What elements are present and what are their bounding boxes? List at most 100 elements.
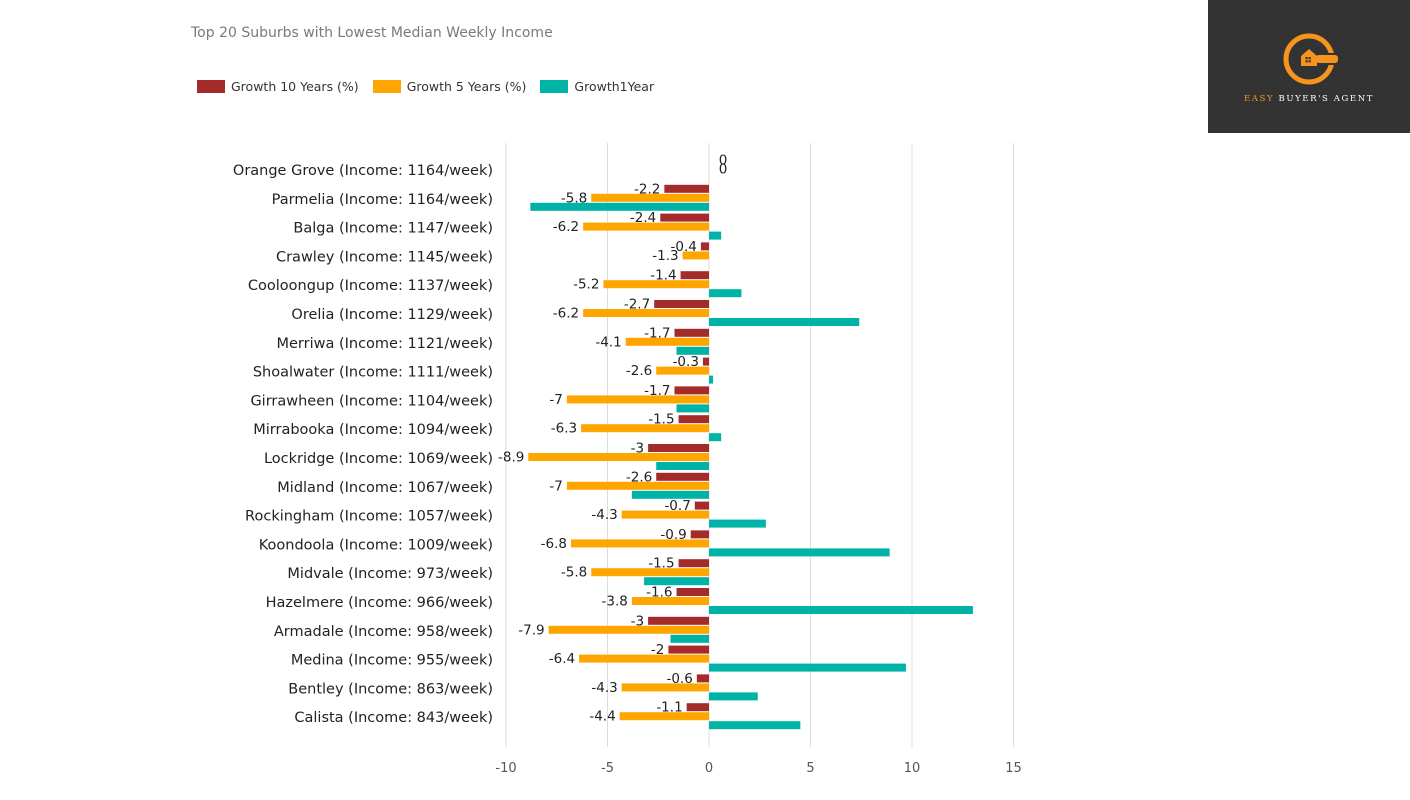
data-label-growth-5-years: -5.8 <box>561 565 587 581</box>
bar-growth-5-years <box>591 193 709 202</box>
data-label-growth-10-years: -0.7 <box>664 498 690 514</box>
data-label-growth-5-years: -4.3 <box>591 680 617 696</box>
x-tick-label: -10 <box>495 761 516 776</box>
bar-growth-5-years <box>631 597 709 605</box>
brand-name: EASY BUYER'S AGENT <box>1208 94 1410 104</box>
category-label: Hazelmere (Income: 966/week) <box>266 595 493 611</box>
bar-growth1year <box>676 346 709 355</box>
data-label-growth-5-years: -4.4 <box>589 709 615 725</box>
legend-item-growth-1-year[interactable]: Growth1Year <box>540 79 654 94</box>
category-label: Cooloongup (Income: 1137/week) <box>248 278 493 294</box>
category-label: Mirrabooka (Income: 1094/week) <box>253 422 493 438</box>
bar-growth-5-years <box>656 366 709 375</box>
category-label: Medina (Income: 955/week) <box>291 653 493 669</box>
x-tick-label: 0 <box>705 761 713 776</box>
data-label-growth-5-years: -7 <box>549 392 562 408</box>
data-label-growth-5-years: -5.2 <box>573 277 599 293</box>
bar-growth-10-years <box>702 357 709 366</box>
data-label-growth-10-years: -1.7 <box>644 325 670 341</box>
bar-growth-10-years <box>656 472 709 481</box>
bar-growth-5-years <box>619 712 709 721</box>
bar-growth-10-years <box>648 616 709 625</box>
data-label-growth-10-years: -1.1 <box>656 700 682 716</box>
legend-item-growth-5-years[interactable]: Growth 5 Years (%) <box>372 79 527 94</box>
bar-growth-5-years <box>621 510 709 519</box>
bar-growth-10-years <box>660 213 709 222</box>
bar-growth-10-years <box>678 559 709 568</box>
bar-growth1year <box>709 721 801 730</box>
brand-logo[interactable]: EASY BUYER'S AGENT <box>1208 0 1410 133</box>
data-label-growth-5-years: -6.2 <box>553 306 579 322</box>
data-label-growth-10-years: -1.6 <box>646 585 672 601</box>
data-label-growth-10-years: -0.4 <box>671 239 697 255</box>
wrench-house-icon <box>1283 33 1339 85</box>
bar-growth1year <box>709 231 722 240</box>
bar-growth1year <box>631 490 709 499</box>
brand-name-rest: BUYER'S AGENT <box>1274 94 1375 104</box>
bar-growth-10-years <box>694 501 709 510</box>
data-label-growth-5-years: -5.8 <box>561 190 587 206</box>
bar-growth-5-years <box>548 625 709 634</box>
bar-growth-5-years <box>625 337 709 346</box>
data-label-growth-5-years: -7.9 <box>518 622 544 638</box>
legend-label-growth-5-years: Growth 5 Years (%) <box>406 79 527 94</box>
category-label: Armadale (Income: 958/week) <box>274 624 493 640</box>
data-label-growth-10-years: -2.2 <box>634 181 660 197</box>
legend-swatch-growth-1-year <box>540 80 569 93</box>
data-label-growth-5-years: -2.6 <box>626 363 652 379</box>
bar-growth1year <box>709 663 906 672</box>
bar-growth-5-years <box>583 222 709 231</box>
data-label-growth-10-years: -3 <box>631 613 644 629</box>
legend-item-growth-10-years[interactable]: Growth 10 Years (%) <box>197 79 359 94</box>
x-tick-label: -5 <box>601 761 614 776</box>
category-label: Midvale (Income: 973/week) <box>287 566 493 582</box>
category-label: Orange Grove (Income: 1164/week) <box>233 163 493 179</box>
bar-growth1year <box>709 318 860 326</box>
data-label-growth-10-years: -0.6 <box>666 671 692 687</box>
category-label: Bentley (Income: 863/week) <box>288 681 493 697</box>
legend-label-growth-1-year: Growth1Year <box>574 79 655 94</box>
data-label-growth-5-years: -8.9 <box>498 450 524 466</box>
brand-name-accent: EASY <box>1243 94 1275 104</box>
data-label-growth-10-years: -1.5 <box>648 556 674 572</box>
category-label: Rockingham (Income: 1057/week) <box>245 509 493 525</box>
category-label: Orelia (Income: 1129/week) <box>291 307 493 323</box>
bar-growth1year <box>709 519 766 528</box>
data-label-growth-10-years: -2.7 <box>624 297 650 313</box>
bar-growth1year <box>644 577 709 586</box>
bar-growth-10-years <box>674 386 709 395</box>
bar-growth-5-years <box>566 481 709 490</box>
bar-growth-5-years <box>579 654 709 663</box>
category-label: Koondoola (Income: 1009/week) <box>259 537 493 553</box>
x-tick-label: 15 <box>1005 761 1022 776</box>
bar-growth-5-years <box>528 453 709 461</box>
data-label-growth-10-years: -2.4 <box>630 210 656 226</box>
data-label-growth-5-years: 0 <box>719 162 728 178</box>
legend-swatch-growth-5-years <box>372 80 401 93</box>
bar-growth-5-years <box>570 539 709 548</box>
data-label-growth-10-years: -0.3 <box>673 354 699 370</box>
data-label-growth-10-years: -1.7 <box>644 383 670 399</box>
bar-growth-10-years <box>648 444 709 452</box>
bar-growth1year <box>656 462 709 470</box>
bar-growth-10-years <box>664 184 709 193</box>
data-label-growth-5-years: -6.8 <box>541 536 567 552</box>
data-label-growth-5-years: -3.8 <box>602 594 628 610</box>
bar-growth-5-years <box>682 251 709 260</box>
bar-growth-10-years <box>654 300 709 308</box>
category-label: Merriwa (Income: 1121/week) <box>276 336 493 352</box>
bar-growth1year <box>709 289 742 298</box>
category-label: Parmelia (Income: 1164/week) <box>272 192 493 208</box>
data-label-growth-5-years: -6.4 <box>549 651 575 667</box>
x-tick-label: 5 <box>806 761 814 776</box>
bar-growth-5-years <box>566 395 709 404</box>
data-label-growth-10-years: -2 <box>651 642 664 658</box>
category-label: Calista (Income: 843/week) <box>294 710 493 726</box>
data-label-growth-5-years: -6.3 <box>551 421 577 437</box>
bar-growth-5-years <box>591 568 709 577</box>
bar-growth1year <box>709 548 890 557</box>
bar-growth-10-years <box>690 530 709 539</box>
bar-growth-10-years <box>686 703 709 712</box>
bar-growth1year <box>709 375 714 384</box>
